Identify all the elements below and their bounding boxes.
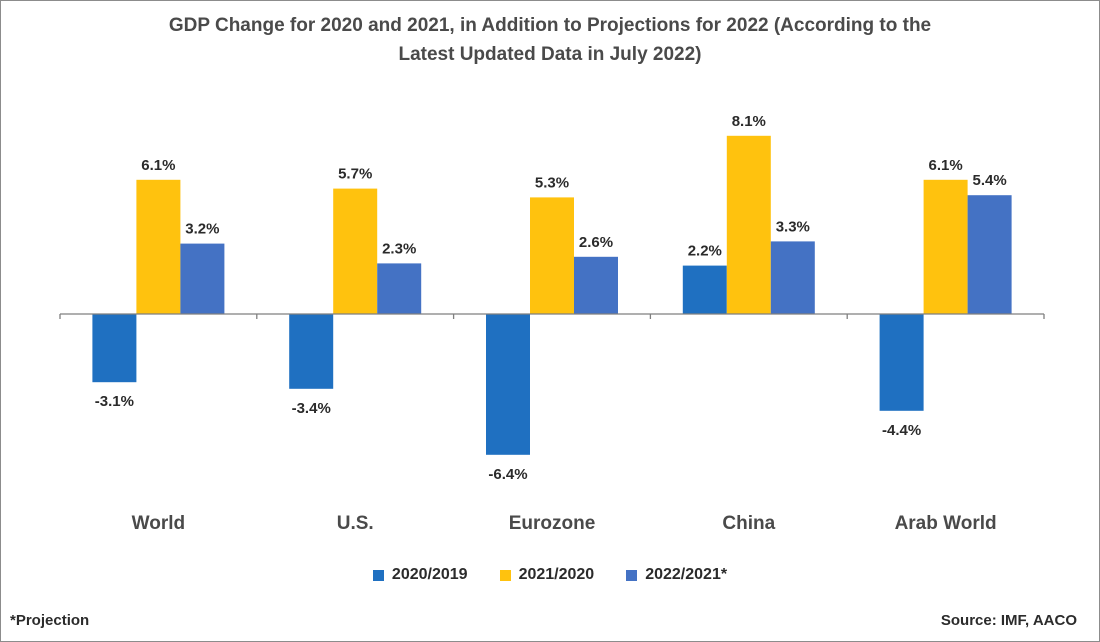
data-label-china-2021-2020: 8.1% <box>732 113 766 130</box>
bar-china-2020-2019 <box>682 265 727 314</box>
legend-label-2021-2020: 2021/2020 <box>518 566 595 583</box>
footnote: *Projection <box>10 612 90 629</box>
bar-eurozone-2022-2021 <box>574 256 618 314</box>
data-label-arab-world-2020-2019: -4.4% <box>882 422 921 439</box>
category-label-eurozone: Eurozone <box>509 513 596 534</box>
bar-china-2022-2021 <box>770 241 815 314</box>
data-label-world-2022-2021: 3.2% <box>185 221 219 238</box>
legend-item-2020-2019: 2020/2019 <box>372 566 468 584</box>
bar-china-2021-2020 <box>726 135 771 314</box>
chart-title-line-1: GDP Change for 2020 and 2021, in Additio… <box>168 15 932 36</box>
bar-eurozone-2021-2020 <box>530 197 574 314</box>
data-label-world-2020-2019: -3.1% <box>95 393 134 410</box>
chart-title-line-2: Latest Updated Data in July 2022) <box>398 44 702 65</box>
data-label-eurozone-2020-2019: -6.4% <box>488 466 527 483</box>
legend-label-2022-2021: 2022/2021* <box>645 566 728 583</box>
data-label-eurozone-2021-2020: 5.3% <box>535 174 569 191</box>
data-label-u-s-2022-2021: 2.3% <box>382 240 416 257</box>
legend-swatch-2022-2021 <box>626 569 638 581</box>
data-label-china-2022-2021: 3.3% <box>776 218 810 235</box>
bar-u-s-2022-2021 <box>377 263 422 314</box>
bar-world-2020-2019 <box>92 314 137 383</box>
bar-u-s-2021-2020 <box>333 188 378 314</box>
bar-u-s-2020-2019 <box>289 314 334 389</box>
bar-world-2022-2021 <box>180 243 225 314</box>
bar-arab-world-2020-2019 <box>879 314 924 411</box>
data-label-u-s-2020-2019: -3.4% <box>292 400 331 417</box>
bar-eurozone-2020-2019 <box>486 314 530 455</box>
category-label-china: China <box>722 513 775 534</box>
legend-label-2020-2019: 2020/2019 <box>391 566 468 583</box>
data-label-world-2021-2020: 6.1% <box>141 157 175 174</box>
chart-title: GDP Change for 2020 and 2021, in Additio… <box>1 11 1099 69</box>
legend-swatch-2020-2019 <box>372 569 384 581</box>
data-label-china-2020-2019: 2.2% <box>688 243 722 260</box>
data-label-u-s-2021-2020: 5.7% <box>338 166 372 183</box>
data-label-eurozone-2022-2021: 2.6% <box>579 234 613 251</box>
data-label-arab-world-2021-2020: 6.1% <box>928 157 962 174</box>
data-label-arab-world-2022-2021: 5.4% <box>972 172 1006 189</box>
category-label-u-s: U.S. <box>337 513 374 534</box>
legend: 2020/2019 2021/2020 2022/2021* <box>1 566 1099 584</box>
legend-swatch-2021-2020 <box>499 569 511 581</box>
source-note: Source: IMF, AACO <box>940 612 1077 629</box>
category-label-world: World <box>132 513 185 534</box>
legend-item-2022-2021: 2022/2021* <box>626 566 727 584</box>
category-label-arab-world: Arab World <box>895 513 997 534</box>
bar-plot: -3.1% 6.1% 3.2% World -3.4% 5.7% 2.3% U.S. -6.4%… <box>59 113 1045 534</box>
bar-arab-world-2022-2021 <box>967 195 1012 314</box>
legend-item-2021-2020: 2021/2020 <box>499 566 595 584</box>
bar-world-2021-2020 <box>136 179 181 314</box>
bar-arab-world-2021-2020 <box>923 179 968 314</box>
